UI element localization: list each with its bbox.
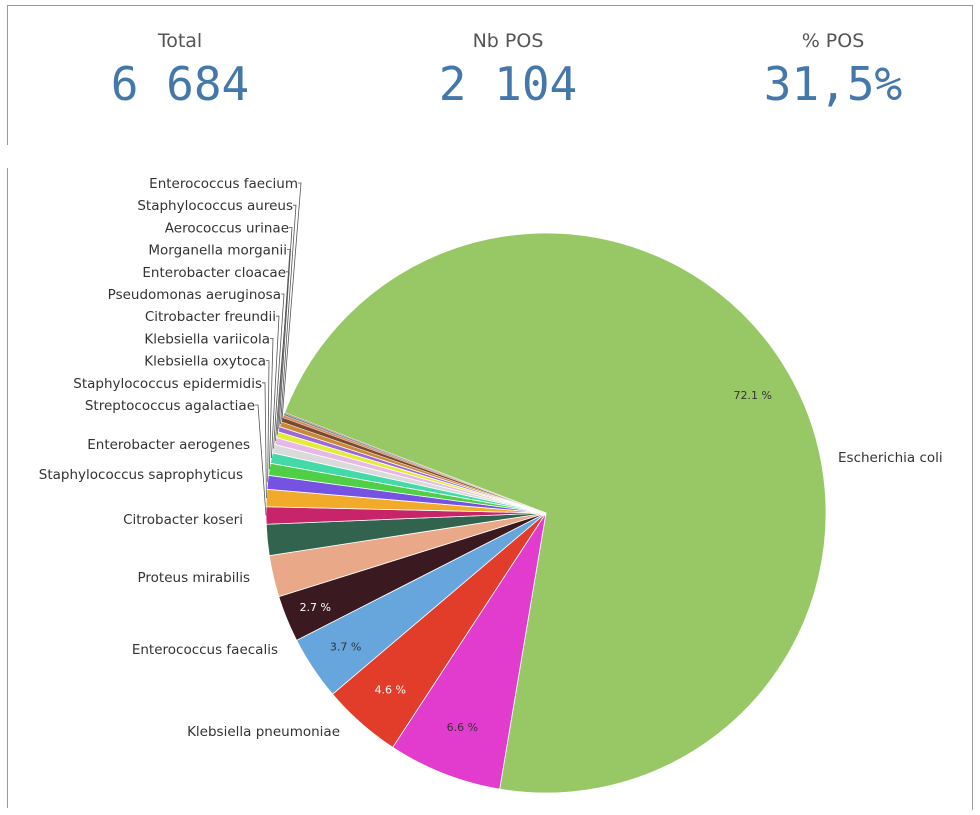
category-label-staphylococcus-saprophyticus: Staphylococcus saprophyticus [39, 467, 243, 483]
kpi-total-value: 6 684 [110, 57, 250, 111]
panel-border-top [7, 5, 972, 6]
data-label-escherichia-coli: 72.1 % [733, 389, 771, 402]
kpi-nb-pos-label: Nb POS [472, 30, 544, 52]
kpi-nb-pos-value: 2 104 [438, 57, 578, 111]
category-label-enterococcus-faecium: Enterococcus faecium [149, 176, 298, 192]
leader-line-staphylococcus-epidermidis [262, 382, 267, 499]
category-label-klebsiella-variicola: Klebsiella variicola [144, 331, 270, 347]
kpi-pct-pos-label: % POS [801, 30, 865, 52]
leader-line-klebsiella-variicola [269, 337, 274, 470]
kpi-nb-pos[interactable]: Nb POS 2 104 [358, 28, 658, 112]
leader-line-citrobacter-freundii [271, 315, 280, 459]
category-label-proteus-mirabilis: Proteus mirabilis [138, 570, 250, 586]
leader-line-morganella-morganii [276, 249, 291, 435]
kpi-total[interactable]: Total 6 684 [30, 28, 330, 112]
data-label-citrobacter-koseri: 2.7 % [300, 601, 331, 614]
panel-border-left [7, 168, 8, 808]
leader-line-klebsiella-oxytoca [266, 360, 270, 483]
category-label-citrobacter-koseri: Citrobacter koseri [123, 512, 243, 528]
leader-line-staphylococcus-aureus [280, 204, 297, 425]
category-label-morganella-morganii: Morganella morganii [148, 243, 287, 259]
category-label-citrobacter-freundii: Citrobacter freundii [145, 309, 276, 325]
category-label-enterococcus-faecalis: Enterococcus faecalis [132, 642, 278, 658]
leader-line-aerococcus-urinae [278, 226, 293, 430]
kpi-total-label: Total [157, 30, 203, 52]
data-label-enterococcus-faecalis: 4.6 % [375, 683, 406, 696]
category-label-aerococcus-urinae: Aerococcus urinae [165, 220, 289, 236]
category-label-staphylococcus-epidermidis: Staphylococcus epidermidis [73, 376, 262, 392]
pie-slice-escherichia-coli[interactable] [284, 232, 827, 794]
category-label-enterobacter-aerogenes: Enterobacter aerogenes [87, 437, 250, 453]
data-label-klebsiella-pneumoniae: 6.6 % [447, 721, 478, 734]
leader-line-enterococcus-faecium [281, 182, 302, 420]
category-label-streptococcus-agalactiae: Streptococcus agalactiae [85, 398, 255, 414]
category-label-staphylococcus-aureus: Staphylococcus aureus [137, 198, 293, 214]
category-label-klebsiella-oxytoca: Klebsiella oxytoca [144, 354, 266, 370]
kpi-pct-pos-value: 31,5% [763, 57, 903, 111]
pie-slice-other[interactable] [284, 412, 547, 514]
pie-slice-klebsiella-pneumoniae[interactable] [392, 512, 547, 790]
category-label-escherichia-coli: Escherichia coli [838, 450, 943, 466]
panel-border-left [7, 5, 8, 145]
leader-line-pseudomonas-aeruginosa [273, 293, 285, 449]
category-label-pseudomonas-aeruginosa: Pseudomonas aeruginosa [108, 287, 281, 303]
data-label-proteus-mirabilis: 3.7 % [330, 641, 361, 654]
kpi-pct-pos[interactable]: % POS 31,5% [683, 28, 980, 112]
panel-border-right [972, 5, 973, 810]
category-label-klebsiella-pneumoniae: Klebsiella pneumoniae [187, 724, 340, 740]
leader-line-streptococcus-agalactiae [255, 404, 267, 516]
category-label-enterobacter-cloacae: Enterobacter cloacae [142, 265, 286, 281]
